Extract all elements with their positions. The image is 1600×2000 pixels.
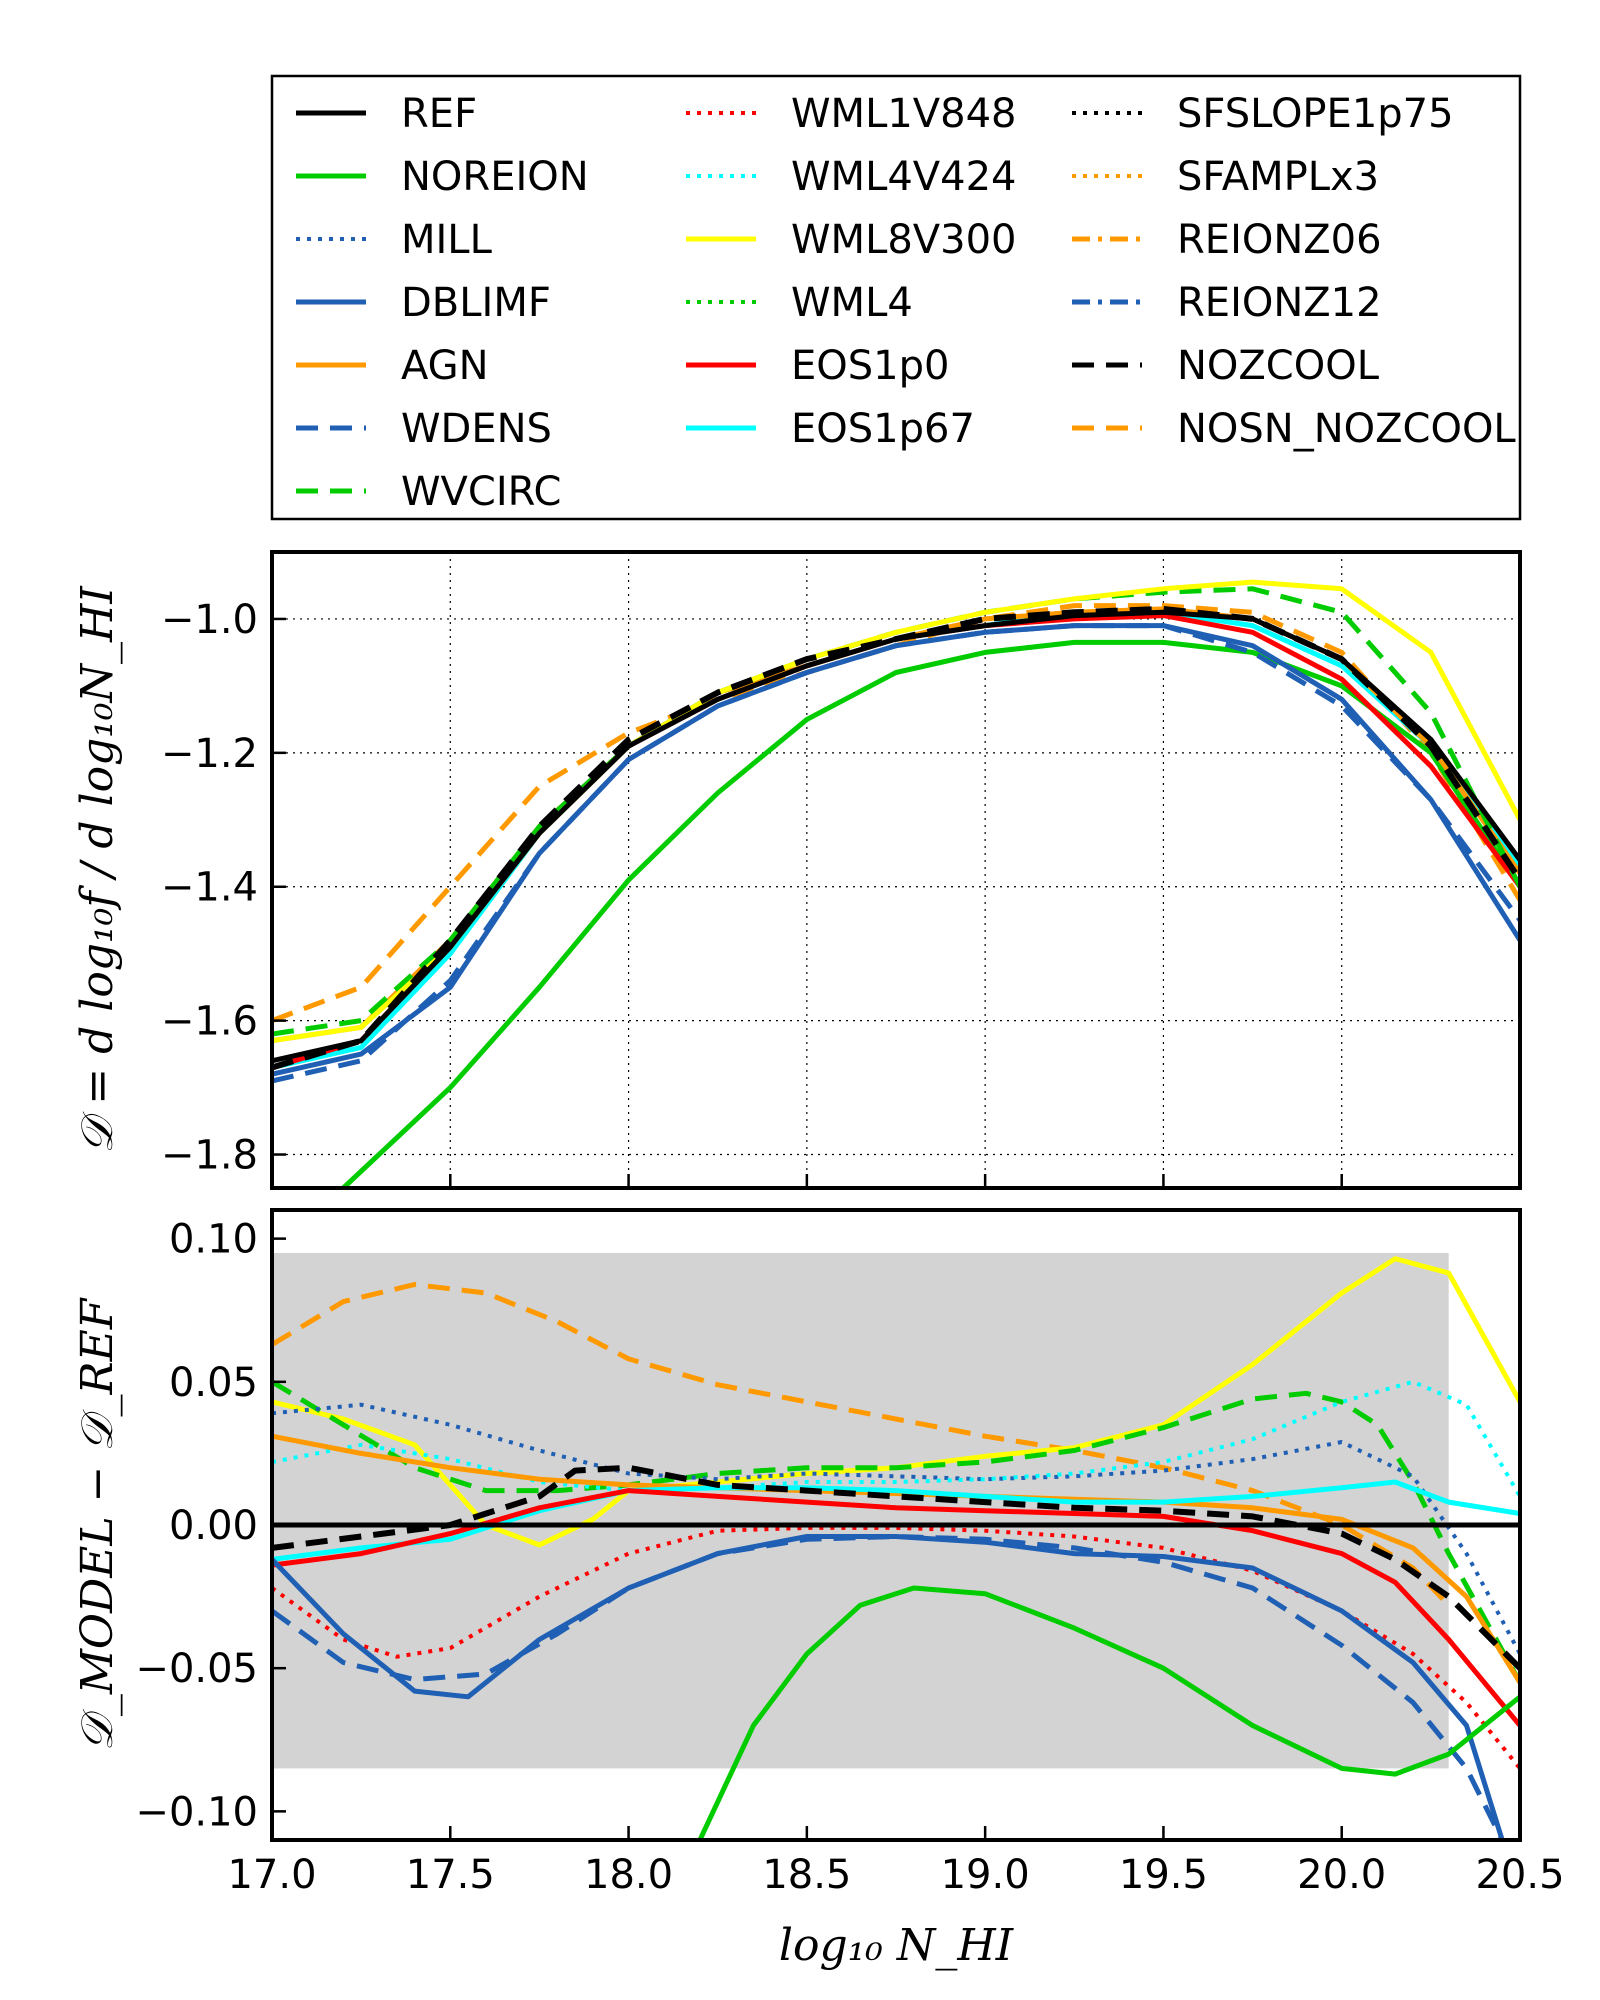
legend-label-wml1v848: WML1V848 (791, 91, 1017, 137)
top-series-dblimf (272, 623, 1520, 1077)
bottom-series-noreion (697, 1585, 1520, 1840)
bottom-y-tick-label: 0.10 (169, 1217, 258, 1263)
x-tick-label: 20.0 (1297, 1852, 1386, 1898)
top-axes-frame (270, 550, 1522, 1190)
x-axis-label: log₁₀ N_HI (779, 1920, 1015, 1971)
legend-label-wml8v300: WML8V300 (791, 217, 1017, 263)
legend-label-agn: AGN (401, 343, 489, 389)
bottom-series-dblimf (272, 1534, 1505, 1840)
top-y-tick-label: −1.6 (161, 999, 258, 1045)
legend-label-eos1p0: EOS1p0 (791, 343, 949, 389)
bottom-series-wml4v424 (272, 1379, 1520, 1498)
top-series-noreion (341, 639, 1520, 1188)
bottom-series-nosn-nozcool (272, 1282, 1451, 1607)
legend-label-wml4: WML4 (791, 280, 913, 326)
bottom-y-axis-label: 𝒟_MODEL − 𝒟_REF (72, 1297, 123, 1751)
top-series-nosn-nozcool (272, 603, 1520, 1023)
bottom-series-wdens (272, 1534, 1505, 1840)
legend-label-dblimf: DBLIMF (401, 280, 551, 326)
top-panel: −1.8 −1.6 −1.4 −1.2 −1.0 (161, 550, 1522, 1190)
top-y-tick-label: −1.2 (161, 731, 258, 777)
top-y-tick-label: −1.8 (161, 1133, 258, 1179)
bottom-series-nozcool (272, 1464, 1520, 1671)
top-y-tick-label: −1.4 (161, 865, 258, 911)
legend-label-reionz12: REIONZ12 (1177, 280, 1382, 326)
legend-label-sfslope1p75: SFSLOPE1p75 (1177, 91, 1454, 137)
legend-label-eos1p67: EOS1p67 (791, 406, 975, 452)
bottom-panel: −0.10 −0.05 0.00 0.05 0.10 17.0 17.5 18.0 18.5 19… (135, 1208, 1565, 1898)
x-tick-label: 17.5 (406, 1852, 495, 1898)
legend-label-reionz06: REIONZ06 (1177, 217, 1382, 263)
x-tick-label: 17.0 (227, 1852, 316, 1898)
bottom-y-tick-label: 0.00 (169, 1503, 258, 1549)
bottom-series-eos1p0 (272, 1488, 1520, 1728)
bottom-y-tick-label: −0.10 (135, 1789, 258, 1835)
legend-label-wml4v424: WML4V424 (791, 154, 1017, 200)
top-series-ref (272, 609, 1520, 1064)
x-tick-label: 19.0 (941, 1852, 1030, 1898)
legend-label-ref: REF (401, 91, 477, 137)
legend-label-noreion: NOREION (401, 154, 589, 200)
bottom-y-tick-label: −0.05 (135, 1646, 258, 1692)
shaded-band (272, 1252, 1449, 1769)
bottom-y-tick-label: 0.05 (169, 1360, 258, 1406)
bottom-series-wml8v300 (272, 1256, 1520, 1548)
bottom-series-wvcirc (272, 1379, 1520, 1684)
x-tick-label: 20.5 (1475, 1852, 1564, 1898)
x-tick-label: 18.5 (762, 1852, 851, 1898)
legend-label-wdens: WDENS (401, 406, 552, 452)
legend-label-sfamplx3: SFAMPLx3 (1177, 154, 1379, 200)
top-series-nozcool (272, 605, 1520, 1071)
legend-label-nosn-nozcool: NOSN_NOZCOOL (1177, 406, 1516, 452)
legend-label-mill: MILL (401, 217, 493, 263)
legend-label-nozcool: NOZCOOL (1177, 343, 1380, 389)
legend-label-wvcirc: WVCIRC (401, 469, 561, 515)
top-series-wdens (272, 623, 1520, 1084)
legend: REF NOREION MILL DBLIMF AGN WDENS WVCIRC WML1V8… (270, 74, 1522, 521)
x-tick-label: 18.0 (584, 1852, 673, 1898)
x-tick-label: 19.5 (1119, 1852, 1208, 1898)
top-y-axis-label: 𝒟 = d log₁₀f / d log₁₀N_HI (72, 585, 123, 1154)
top-y-tick-label: −1.0 (161, 597, 258, 643)
